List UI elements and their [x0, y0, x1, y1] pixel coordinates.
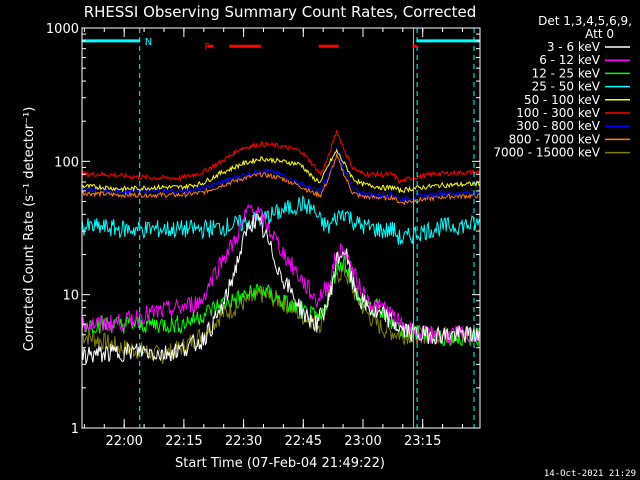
legend-header-line-1: Det 1,3,4,5,6,9, — [538, 14, 632, 28]
x-tick-label: 22:30 — [225, 434, 262, 449]
x-tick-label: 23:00 — [344, 434, 381, 449]
x-tick-label: 22:45 — [285, 434, 322, 449]
footer-timestamp: 14-Oct-2021 21:29 — [544, 469, 636, 479]
x-tick-label: 22:00 — [105, 434, 142, 449]
y-tick-label: 1 — [71, 422, 79, 437]
legend-label-800-7000-kev: 800 - 7000 keV — [509, 132, 601, 146]
y-tick-label: 100 — [54, 155, 79, 170]
plot-clip-group — [82, 28, 480, 428]
annotation-f: F — [204, 42, 210, 53]
axes: 1000 100 10 1 22:00 22:15 22:30 22:45 23:00 23:15 — [46, 22, 481, 449]
annotation-n: N — [145, 37, 152, 48]
legend-label-3-6-kev: 3 - 6 keV — [547, 40, 601, 54]
legend-label-300-800-kev: 300 - 800 keV — [516, 119, 600, 133]
legend-label-100-300-kev: 100 - 300 keV — [516, 106, 600, 120]
legend-label-7000-15000-kev: 7000 - 15000 keV — [493, 146, 600, 160]
legend-label-50-100-kev: 50 - 100 keV — [524, 93, 601, 107]
legend-label-25-50-kev: 25 - 50 keV — [532, 80, 601, 94]
x-axis-label: Start Time (07-Feb-04 21:49:22) — [175, 456, 385, 471]
x-tick-label: 23:15 — [404, 434, 441, 449]
legend-header-line-2: Att 0 — [585, 27, 614, 41]
y-axis-label: Corrected Count Rate (s⁻¹ detector⁻¹) — [22, 107, 37, 352]
legend-label-6-12-kev: 6 - 12 keV — [539, 53, 601, 67]
chart-title: RHESSI Observing Summary Count Rates, Co… — [84, 3, 477, 21]
legend-label-12-25-kev: 12 - 25 keV — [532, 66, 601, 80]
y-tick-label: 1000 — [46, 22, 79, 37]
x-tick-label: 22:15 — [165, 434, 202, 449]
y-tick-label: 10 — [62, 289, 79, 304]
plot-frame — [81, 27, 481, 429]
